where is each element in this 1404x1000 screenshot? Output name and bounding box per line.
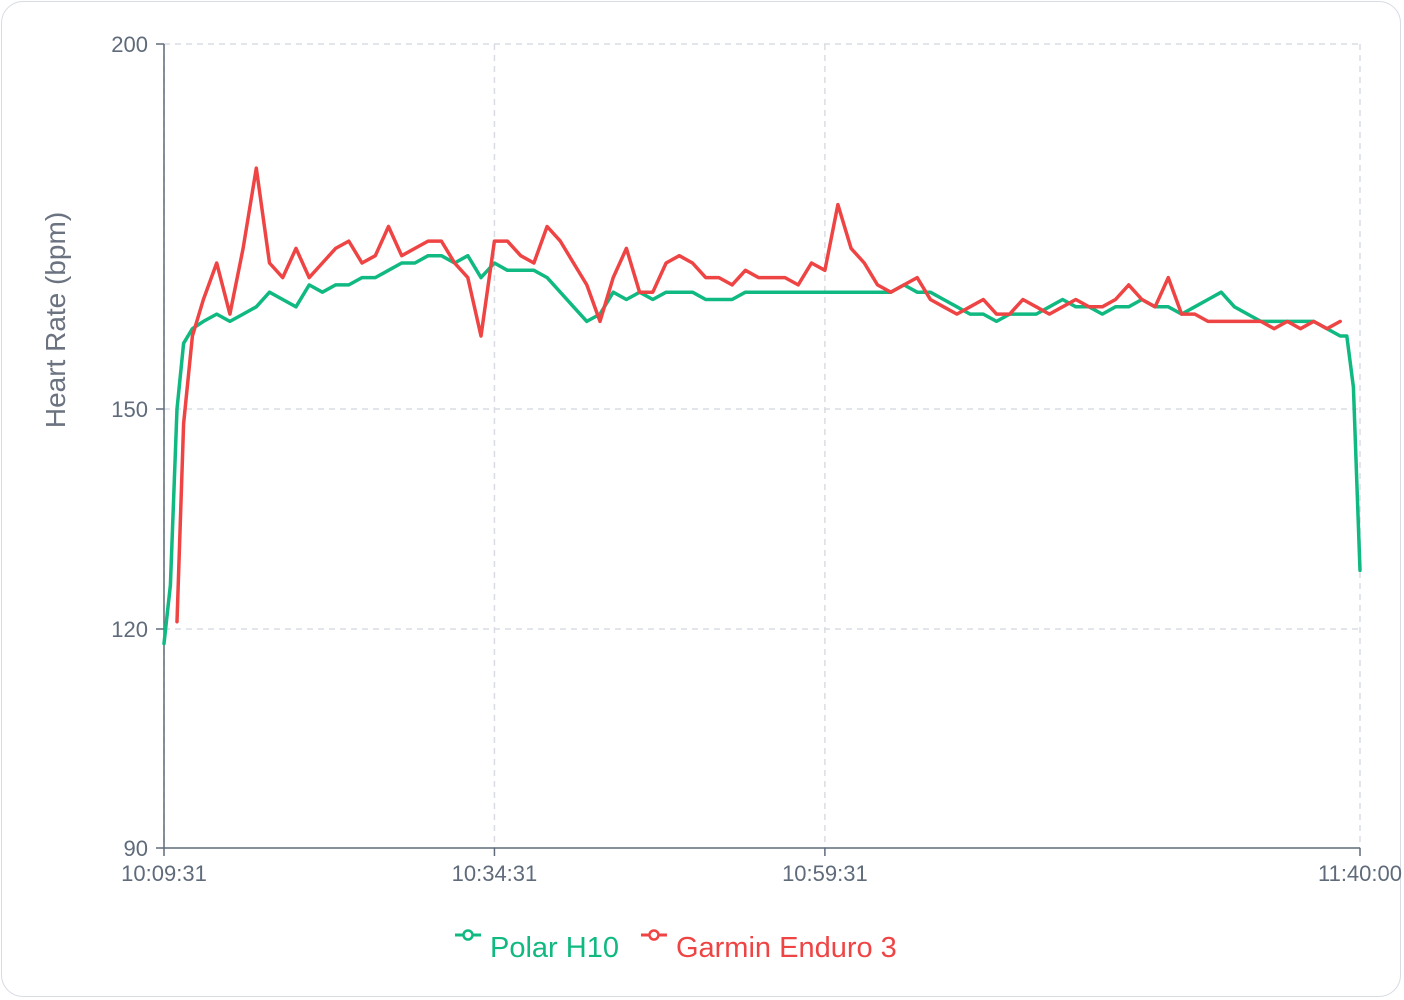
y-tick-label: 90: [124, 836, 148, 861]
series-lines: [162, 166, 1362, 646]
y-tick-label: 120: [111, 617, 148, 642]
y-tick-label: 200: [111, 32, 148, 57]
series-line-0: [162, 253, 1362, 646]
x-tick-label: 10:59:31: [782, 861, 868, 886]
legend-label: Garmin Enduro 3: [676, 932, 897, 964]
series-line-1: [175, 166, 1342, 624]
legend-swatch-marker: [648, 929, 660, 941]
axes: [163, 44, 1360, 849]
x-axis-ticks: 10:09:31 10:34:31 10:59:31 11:40:00: [121, 848, 1402, 886]
legend-label: Polar H10: [490, 932, 619, 964]
legend[interactable]: Polar H10 Garmin Enduro 3: [455, 929, 897, 965]
x-tick-label: 11:40:00: [1318, 861, 1402, 886]
legend-swatch-marker: [462, 929, 474, 941]
x-tick-label: 10:09:31: [121, 861, 207, 886]
grid-lines: [163, 43, 1361, 848]
x-tick-label: 10:34:31: [452, 861, 538, 886]
y-tick-label: 150: [111, 397, 148, 422]
legend-item[interactable]: Polar H10: [455, 929, 619, 965]
y-axis-title: Heart Rate (bpm): [40, 212, 71, 428]
y-axis-ticks: 200 150 120 90: [111, 32, 164, 861]
legend-item[interactable]: Garmin Enduro 3: [640, 929, 897, 965]
